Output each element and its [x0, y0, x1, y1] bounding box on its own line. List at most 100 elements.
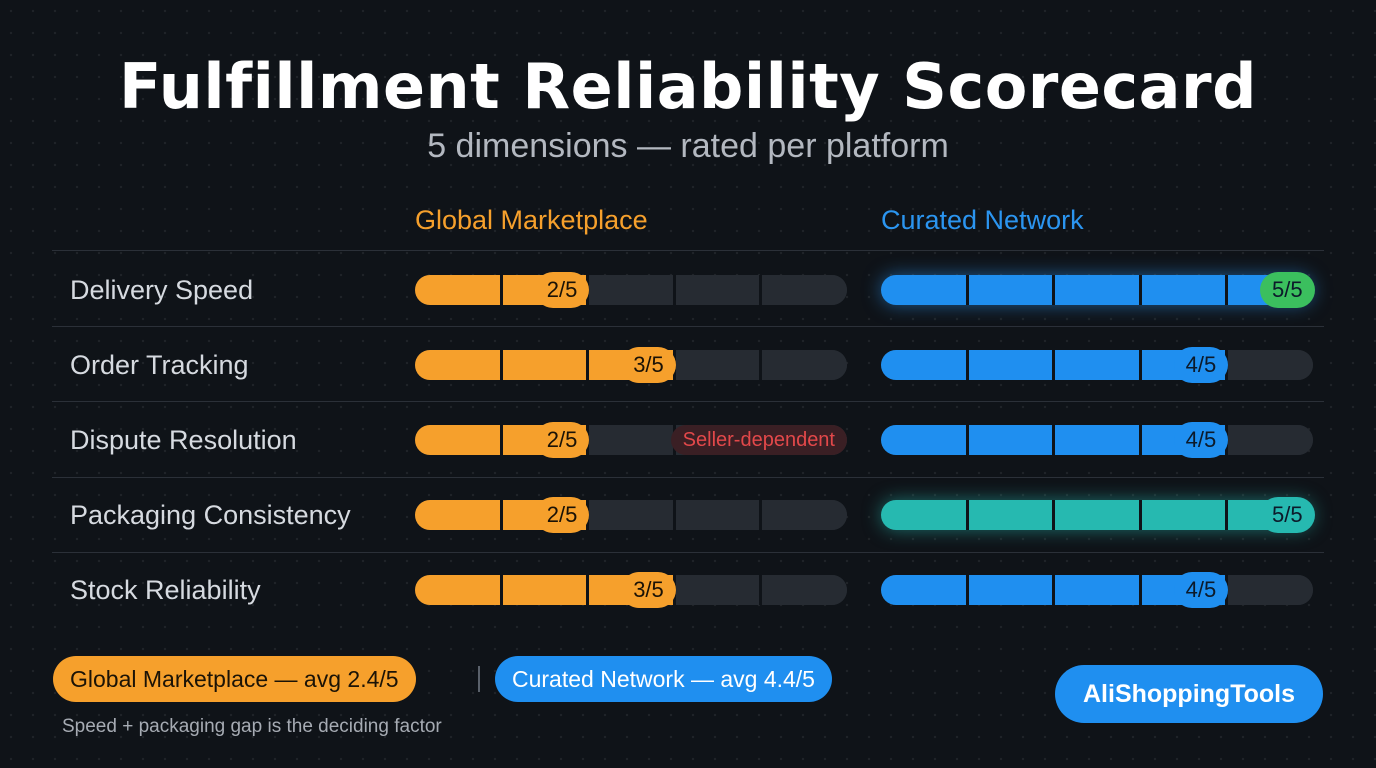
page-subtitle: 5 dimensions — rated per platform	[427, 127, 949, 165]
segment-divider	[672, 500, 676, 530]
score-segment	[1053, 425, 1141, 455]
segment-divider	[1052, 575, 1056, 605]
score-segment	[760, 500, 847, 530]
score-segment	[415, 350, 502, 380]
legend-global: Global Marketplace — avg 2.4/5	[53, 656, 416, 702]
segment-divider	[1052, 500, 1056, 530]
column-header-curated: Curated Network	[881, 205, 1084, 235]
score-track: 3/5	[415, 347, 847, 383]
segment-divider	[499, 350, 503, 380]
score-badge: 3/5	[621, 347, 676, 383]
score-segment	[967, 500, 1054, 530]
footnote: Speed + packaging gap is the deciding fa…	[62, 716, 442, 737]
score-badge: 5/5	[1260, 497, 1315, 533]
segment-divider	[672, 275, 676, 305]
segment-divider	[586, 350, 590, 380]
segment-divider	[965, 575, 969, 605]
score-segment	[674, 275, 761, 305]
row-label: Stock Reliability	[70, 575, 261, 605]
segment-divider	[1138, 575, 1142, 605]
row-label: Delivery Speed	[70, 275, 254, 305]
segment-divider	[759, 575, 763, 605]
brand-badge: AliShoppingTools	[1055, 665, 1323, 723]
legend-separator	[478, 666, 480, 692]
score-segment	[881, 500, 968, 530]
score-track: 4/5	[881, 422, 1313, 458]
score-segment	[501, 350, 588, 380]
score-track: 3/5	[415, 572, 847, 608]
score-segment	[760, 350, 847, 380]
score-segment	[1226, 425, 1313, 455]
row-divider-1	[52, 250, 1324, 251]
score-track: 4/5	[881, 572, 1313, 608]
score-segment	[967, 575, 1054, 605]
score-segment	[1053, 500, 1141, 530]
score-segment	[881, 350, 968, 380]
segment-divider	[1225, 275, 1229, 305]
row-divider-5	[52, 552, 1324, 553]
row-divider-4	[52, 477, 1324, 478]
segment-divider	[965, 275, 969, 305]
page-title: Fulfillment Reliability Scorecard	[119, 50, 1257, 123]
segment-divider	[1138, 500, 1142, 530]
segment-divider	[1138, 275, 1142, 305]
score-segment	[415, 500, 502, 530]
score-badge: 3/5	[621, 572, 676, 608]
segment-divider	[499, 575, 503, 605]
score-segment	[674, 500, 761, 530]
score-segment	[1053, 575, 1141, 605]
score-track: 2/5	[415, 497, 847, 533]
score-segment	[1140, 275, 1227, 305]
score-track: Seller-dependent 2/5	[415, 422, 847, 458]
score-segment	[881, 575, 968, 605]
score-segment	[760, 275, 847, 305]
score-segment	[967, 275, 1054, 305]
score-segment	[415, 425, 502, 455]
score-segment	[674, 350, 761, 380]
segment-divider	[1138, 425, 1142, 455]
score-segment	[881, 425, 968, 455]
segment-divider	[1052, 350, 1056, 380]
score-track: 5/5	[881, 272, 1315, 308]
score-segment	[587, 275, 675, 305]
score-segment	[1226, 350, 1313, 380]
segment-divider	[1225, 500, 1229, 530]
annotation-seller-dependent: Seller-dependent	[670, 425, 847, 455]
score-segment	[587, 500, 675, 530]
score-badge: 5/5	[1260, 272, 1315, 308]
row-label: Order Tracking	[70, 350, 249, 380]
score-segment	[415, 275, 502, 305]
segment-divider	[586, 575, 590, 605]
segment-divider	[1052, 275, 1056, 305]
score-track: 5/5	[881, 497, 1315, 533]
score-segment	[760, 575, 847, 605]
score-segment	[587, 425, 675, 455]
score-segment	[415, 575, 502, 605]
legend-curated: Curated Network — avg 4.4/5	[495, 656, 832, 702]
segment-divider	[965, 500, 969, 530]
segment-divider	[499, 425, 503, 455]
segment-divider	[499, 275, 503, 305]
row-divider-2	[52, 326, 1324, 327]
score-segment	[967, 425, 1054, 455]
score-track: 2/5	[415, 272, 847, 308]
score-segment	[1053, 350, 1141, 380]
score-badge: 4/5	[1173, 572, 1229, 608]
score-segment	[674, 575, 761, 605]
column-header-global: Global Marketplace	[415, 205, 648, 235]
row-label: Packaging Consistency	[70, 500, 351, 530]
row-divider-3	[52, 401, 1324, 402]
segment-divider	[965, 350, 969, 380]
score-badge: 2/5	[534, 497, 590, 533]
score-segment	[1053, 275, 1141, 305]
score-track: 4/5	[881, 347, 1313, 383]
score-segment	[881, 275, 968, 305]
row-label: Dispute Resolution	[70, 425, 297, 455]
score-badge: 2/5	[534, 422, 590, 458]
score-badge: 2/5	[534, 272, 590, 308]
score-segment	[501, 575, 588, 605]
segment-divider	[759, 275, 763, 305]
score-segment	[967, 350, 1054, 380]
score-badge: 4/5	[1173, 422, 1229, 458]
score-badge: 4/5	[1173, 347, 1229, 383]
